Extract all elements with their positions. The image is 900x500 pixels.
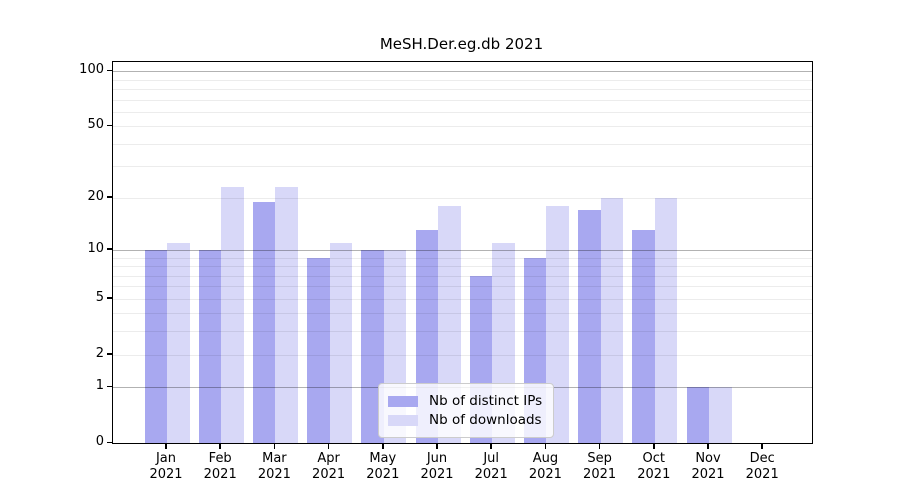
chart-title: MeSH.Der.eg.db 2021 [379, 35, 544, 53]
x-tick-label: Feb 2021 [203, 451, 237, 482]
x-tick-label: Nov 2021 [691, 451, 725, 482]
x-tick-mark [219, 443, 221, 449]
y-tick-mark [107, 353, 112, 355]
minor-gridline [113, 89, 812, 91]
minor-gridline [113, 126, 812, 128]
minor-gridline [113, 313, 812, 315]
x-tick-mark [490, 443, 492, 449]
legend-row-downloads: Nb of downloads [388, 412, 542, 428]
bar-ips [198, 249, 222, 443]
x-tick-label: May 2021 [366, 451, 400, 482]
bar-downloads [221, 187, 244, 443]
y-tick-mark [107, 441, 112, 443]
major-gridline [113, 71, 812, 73]
y-tick-label: 100 [79, 62, 104, 78]
x-tick-mark [707, 443, 709, 449]
x-tick-mark [165, 443, 167, 449]
minor-gridline [113, 257, 812, 259]
minor-gridline [113, 111, 812, 113]
minor-gridline [113, 166, 812, 168]
x-tick-label: Apr 2021 [312, 451, 346, 482]
y-tick-label: 1 [95, 378, 104, 394]
legend: Nb of distinct IPs Nb of downloads [378, 383, 555, 438]
minor-gridline [113, 275, 812, 277]
y-tick-label: 5 [95, 289, 104, 305]
bar-downloads [600, 197, 624, 443]
y-tick-mark [107, 69, 112, 72]
y-tick-label: 2 [95, 345, 104, 361]
bar-downloads [329, 242, 353, 443]
bar-ips [632, 230, 655, 443]
x-tick-label: Jan 2021 [149, 451, 183, 482]
minor-gridline [113, 99, 812, 101]
legend-label-ips: Nb of distinct IPs [429, 393, 543, 409]
y-tick-mark [107, 248, 112, 250]
bar-downloads [275, 187, 298, 443]
x-tick-label: Mar 2021 [257, 451, 291, 482]
legend-swatch-ips [388, 395, 418, 407]
minor-gridline [113, 286, 812, 288]
bar-ips [307, 257, 330, 443]
bar-ips [686, 387, 709, 443]
y-tick-label: 0 [95, 434, 104, 449]
y-tick-label: 50 [87, 117, 104, 133]
bar-downloads [709, 387, 732, 443]
x-tick-mark [544, 443, 547, 449]
minor-gridline [113, 79, 812, 81]
x-tick-mark [273, 443, 276, 449]
bar-downloads [167, 242, 190, 443]
x-tick-label: Jun 2021 [420, 451, 454, 482]
major-gridline [113, 249, 812, 251]
x-tick-mark [653, 443, 655, 449]
minor-gridline [113, 298, 812, 300]
minor-gridline [113, 197, 812, 199]
minor-gridline [113, 143, 812, 145]
legend-row-ips: Nb of distinct IPs [388, 393, 542, 409]
bar-ips [578, 210, 601, 443]
y-tick-mark [107, 124, 112, 127]
plot-area: Nb of distinct IPs Nb of downloads [112, 61, 813, 444]
x-tick-label: Oct 2021 [637, 451, 671, 482]
minor-gridline [113, 331, 812, 333]
legend-label-downloads: Nb of downloads [429, 412, 542, 428]
y-tick-mark [107, 196, 112, 198]
bar-ips [144, 249, 167, 443]
minor-gridline [113, 266, 812, 268]
x-tick-mark [436, 443, 438, 449]
bar-ips [252, 201, 276, 443]
legend-swatch-downloads [388, 414, 418, 426]
x-tick-mark [598, 443, 601, 449]
y-tick-mark [107, 297, 112, 299]
x-tick-label: Sep 2021 [583, 451, 617, 482]
x-tick-mark [327, 443, 330, 449]
x-tick-label: Jul 2021 [474, 451, 508, 482]
y-tick-label: 20 [87, 188, 104, 204]
x-tick-label: Dec 2021 [745, 451, 779, 482]
y-tick-label: 10 [87, 240, 104, 256]
x-tick-label: Aug 2021 [528, 451, 562, 482]
bar-downloads [654, 197, 678, 443]
y-tick-mark [107, 385, 112, 388]
x-tick-mark [761, 443, 763, 449]
x-tick-mark [382, 443, 384, 449]
minor-gridline [113, 354, 812, 356]
